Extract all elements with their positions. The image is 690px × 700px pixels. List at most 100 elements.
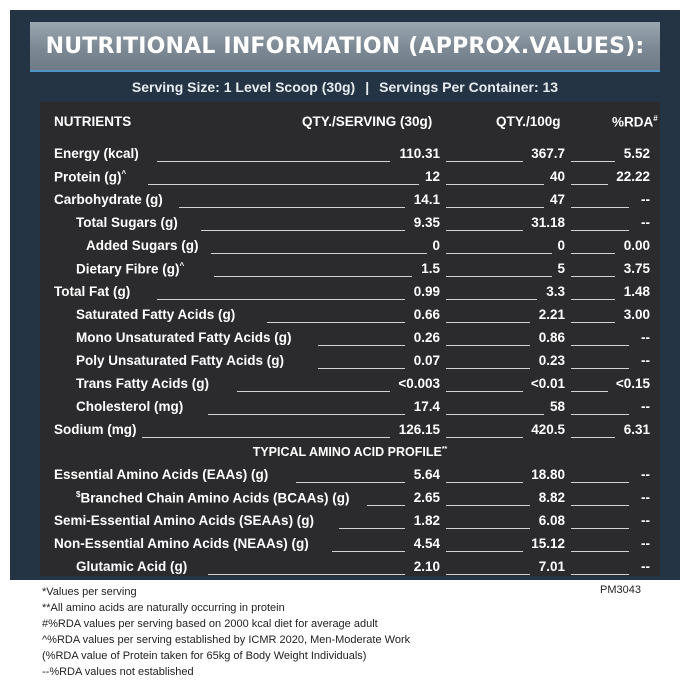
leader-line bbox=[208, 414, 405, 415]
qty-per-100g: 0 bbox=[557, 238, 565, 253]
rda-value: 0.00 bbox=[623, 238, 650, 253]
footnotes: *Values per serving **All amino acids are… bbox=[42, 584, 642, 680]
rda-value: -- bbox=[641, 490, 650, 505]
table-row: Carbohydrate (g) 14.1 47 -- bbox=[40, 192, 660, 212]
leader-line bbox=[571, 505, 630, 506]
qty-per-100g: 6.08 bbox=[538, 513, 565, 528]
leader-line bbox=[317, 345, 405, 346]
leader-line bbox=[156, 299, 405, 300]
nutrient-name: Added Sugars (g) bbox=[86, 238, 199, 253]
leader-line bbox=[571, 345, 630, 346]
product-code: PM3043 bbox=[600, 584, 641, 596]
footnote-line: (%RDA value of Protein taken for 65kg of… bbox=[42, 650, 367, 662]
nutrition-table: NUTRIENTS QTY./SERVING (30g) QTY./100g %… bbox=[40, 102, 660, 576]
qty-per-serving: 0 bbox=[432, 238, 440, 253]
nutrient-name: Protein (g)^ bbox=[54, 169, 127, 185]
nutrient-name: Mono Unsaturated Fatty Acids (g) bbox=[76, 330, 292, 345]
leader-line bbox=[571, 207, 630, 208]
qty-per-serving: 12 bbox=[424, 169, 440, 184]
leader-line bbox=[200, 230, 405, 231]
qty-per-serving: 9.35 bbox=[413, 215, 440, 230]
leader-line bbox=[446, 322, 530, 323]
page-title: NUTRITIONAL INFORMATION (APPROX.VALUES): bbox=[45, 33, 645, 59]
leader-line bbox=[571, 391, 608, 392]
qty-per-100g: 5 bbox=[557, 261, 565, 276]
qty-per-100g: 8.82 bbox=[538, 490, 565, 505]
qty-per-serving: 14.1 bbox=[413, 192, 440, 207]
nutrient-name: Trans Fatty Acids (g) bbox=[76, 376, 210, 391]
leader-line bbox=[446, 276, 552, 277]
footnote-line: --%RDA values not established bbox=[42, 666, 194, 678]
leader-line bbox=[446, 414, 545, 415]
leader-line bbox=[367, 505, 405, 506]
table-row: $Branched Chain Amino Acids (BCAAs) (g) 2… bbox=[40, 490, 660, 510]
leader-line bbox=[142, 437, 391, 438]
leader-line bbox=[446, 528, 530, 529]
rda-value: 3.00 bbox=[623, 307, 650, 322]
rda-value: 3.75 bbox=[623, 261, 650, 276]
table-row: Energy (kcal) 110.31 367.7 5.52 bbox=[40, 146, 660, 166]
qty-per-100g: 47 bbox=[549, 192, 565, 207]
leader-line bbox=[571, 528, 630, 529]
column-header-per-serving: QTY./SERVING (30g) bbox=[302, 114, 433, 129]
leader-line bbox=[446, 253, 552, 254]
nutrient-name: Dietary Fibre (g)^ bbox=[76, 261, 185, 277]
leader-line bbox=[266, 322, 405, 323]
nutrient-name: Sodium (mg) bbox=[54, 422, 137, 437]
leader-line bbox=[571, 253, 615, 254]
qty-per-serving: 1.5 bbox=[421, 261, 440, 276]
qty-per-100g: 2.21 bbox=[538, 307, 565, 322]
table-row: Total Sugars (g) 9.35 31.18 -- bbox=[40, 215, 660, 235]
qty-per-100g: 58 bbox=[549, 399, 565, 414]
nutrient-name: Non-Essential Amino Acids (NEAAs) (g) bbox=[54, 536, 309, 551]
table-row: Non-Essential Amino Acids (NEAAs) (g) 4.5… bbox=[40, 536, 660, 556]
qty-per-100g: 15.12 bbox=[531, 536, 565, 551]
leader-line bbox=[332, 551, 405, 552]
leader-line bbox=[208, 574, 405, 575]
table-row: Poly Unsaturated Fatty Acids (g) 0.07 0.23… bbox=[40, 353, 660, 373]
rda-value: -- bbox=[641, 513, 650, 528]
column-header-per-100g: QTY./100g bbox=[496, 114, 561, 129]
table-row: Mono Unsaturated Fatty Acids (g) 0.26 0.86… bbox=[40, 330, 660, 350]
leader-line bbox=[571, 574, 630, 575]
leader-line bbox=[571, 437, 615, 438]
nutrient-name: Saturated Fatty Acids (g) bbox=[76, 307, 236, 322]
rda-value: 1.48 bbox=[623, 284, 650, 299]
nutrient-name: Total Fat (g) bbox=[54, 284, 131, 299]
nutrient-name: Energy (kcal) bbox=[54, 146, 139, 161]
column-header-rda: %RDA# bbox=[612, 114, 658, 130]
footnote-line: **All amino acids are naturally occurrin… bbox=[42, 602, 285, 614]
rda-value: -- bbox=[641, 330, 650, 345]
leader-line bbox=[446, 482, 523, 483]
leader-line bbox=[295, 482, 405, 483]
title-banner: NUTRITIONAL INFORMATION (APPROX.VALUES): bbox=[30, 22, 660, 70]
qty-per-100g: 420.5 bbox=[531, 422, 565, 437]
leader-line bbox=[571, 414, 630, 415]
leader-line bbox=[571, 299, 615, 300]
nutrient-name: Total Sugars (g) bbox=[76, 215, 178, 230]
rda-value: 6.31 bbox=[623, 422, 650, 437]
column-header-nutrients: NUTRIENTS bbox=[54, 114, 132, 129]
nutrient-name: Cholesterol (mg) bbox=[76, 399, 184, 414]
qty-per-100g: 7.01 bbox=[538, 559, 565, 574]
leader-line bbox=[446, 551, 523, 552]
nutrient-name: $Branched Chain Amino Acids (BCAAs) (g) bbox=[76, 490, 350, 506]
rda-value: -- bbox=[641, 215, 650, 230]
footnote-line: ^%RDA values per serving established by … bbox=[42, 634, 411, 646]
leader-line bbox=[446, 368, 530, 369]
leader-line bbox=[446, 505, 530, 506]
table-row: Essential Amino Acids (EAAs) (g) 5.64 18.8… bbox=[40, 467, 660, 487]
qty-per-100g: 40 bbox=[549, 169, 565, 184]
qty-per-serving: 4.54 bbox=[413, 536, 440, 551]
rda-value: -- bbox=[641, 353, 650, 368]
qty-per-serving: 1.82 bbox=[413, 513, 440, 528]
table-row: Added Sugars (g) 0 0 0.00 bbox=[40, 238, 660, 258]
table-row: Sodium (mg) 126.15 420.5 6.31 bbox=[40, 422, 660, 442]
qty-per-100g: 18.80 bbox=[531, 467, 565, 482]
leader-line bbox=[339, 528, 405, 529]
nutrient-name: Essential Amino Acids (EAAs) (g) bbox=[54, 467, 269, 482]
rda-value: 22.22 bbox=[616, 169, 650, 184]
rda-value: -- bbox=[641, 536, 650, 551]
table-row: Dietary Fibre (g)^ 1.5 5 3.75 bbox=[40, 261, 660, 281]
leader-line bbox=[156, 161, 391, 162]
